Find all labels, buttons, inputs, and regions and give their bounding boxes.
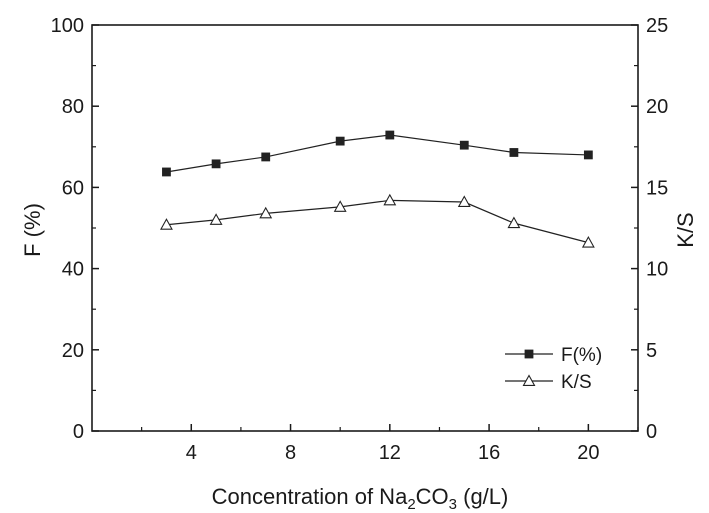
plot-frame (91, 24, 639, 432)
data-point-k-s (160, 218, 173, 230)
data-point-f (335, 136, 345, 146)
series-f (162, 130, 593, 177)
left-y-tick-label: 100 (51, 15, 84, 37)
data-point-k-s (383, 193, 397, 206)
plot-border (91, 24, 639, 432)
left-y-tick-label: 80 (62, 96, 84, 118)
right-y-tick-label: 25 (646, 15, 668, 37)
right-y-tick-label: 10 (646, 259, 668, 281)
right-y-tick-label: 0 (646, 421, 657, 443)
data-point-f (162, 167, 171, 177)
data-point-f (583, 150, 593, 160)
x-axis-title: Concentration of Na2CO3 (g/L) (212, 484, 509, 513)
data-point-k-s (259, 206, 273, 219)
left-y-tick-label: 0 (73, 421, 84, 443)
data-point-k-s (333, 200, 347, 212)
legend-label: K/S (561, 372, 592, 393)
right-y-axis: 0 5 10 15 20 25 (631, 15, 668, 443)
x-tick-label: 20 (577, 442, 599, 464)
legend-item-f: F(%) (505, 345, 602, 366)
x-tick-label: 16 (478, 442, 500, 464)
left-axis-title: F (%) (20, 203, 45, 257)
x-axis-title-tail: (g/L) (457, 484, 508, 509)
right-axis-title: K/S (673, 212, 698, 247)
left-y-tick-label: 40 (62, 259, 84, 281)
series-line-k-s (166, 199, 589, 244)
data-point-k-s (507, 216, 521, 229)
x-axis-title-main: Concentration of Na (212, 484, 408, 509)
x-tick-label: 4 (186, 442, 197, 464)
x-axis: 4 8 12 16 20 (141, 424, 639, 464)
data-point-f (459, 140, 469, 150)
data-point-f (211, 159, 221, 169)
legend-item-k-s: K/S (505, 372, 592, 393)
data-point-f (385, 130, 395, 140)
data-point-f (509, 148, 519, 157)
legend-marker (524, 349, 534, 359)
series-layer (160, 130, 595, 248)
left-y-tick-label: 20 (62, 340, 84, 362)
legend-marker (522, 374, 536, 386)
data-point-f (261, 152, 271, 162)
x-tick-label: 8 (285, 442, 296, 464)
left-y-axis: 0 20 40 60 80 100 (51, 15, 99, 443)
data-point-k-s (457, 195, 471, 207)
x-axis-title-sub1: 2 (407, 496, 415, 513)
x-axis-title-mid: CO (416, 484, 449, 509)
data-point-k-s (581, 235, 595, 248)
right-y-tick-label: 5 (646, 340, 657, 362)
right-y-tick-label: 15 (646, 177, 668, 199)
right-y-tick-label: 20 (646, 96, 668, 118)
series-k-s (160, 193, 595, 248)
legend-label: F(%) (561, 345, 602, 366)
series-line-f (166, 134, 589, 173)
x-tick-label: 12 (379, 442, 401, 464)
left-y-tick-label: 60 (62, 177, 84, 199)
legend: F(%) K/S (505, 345, 602, 393)
data-point-k-s (209, 213, 223, 225)
x-axis-title-sub2: 3 (449, 496, 457, 513)
